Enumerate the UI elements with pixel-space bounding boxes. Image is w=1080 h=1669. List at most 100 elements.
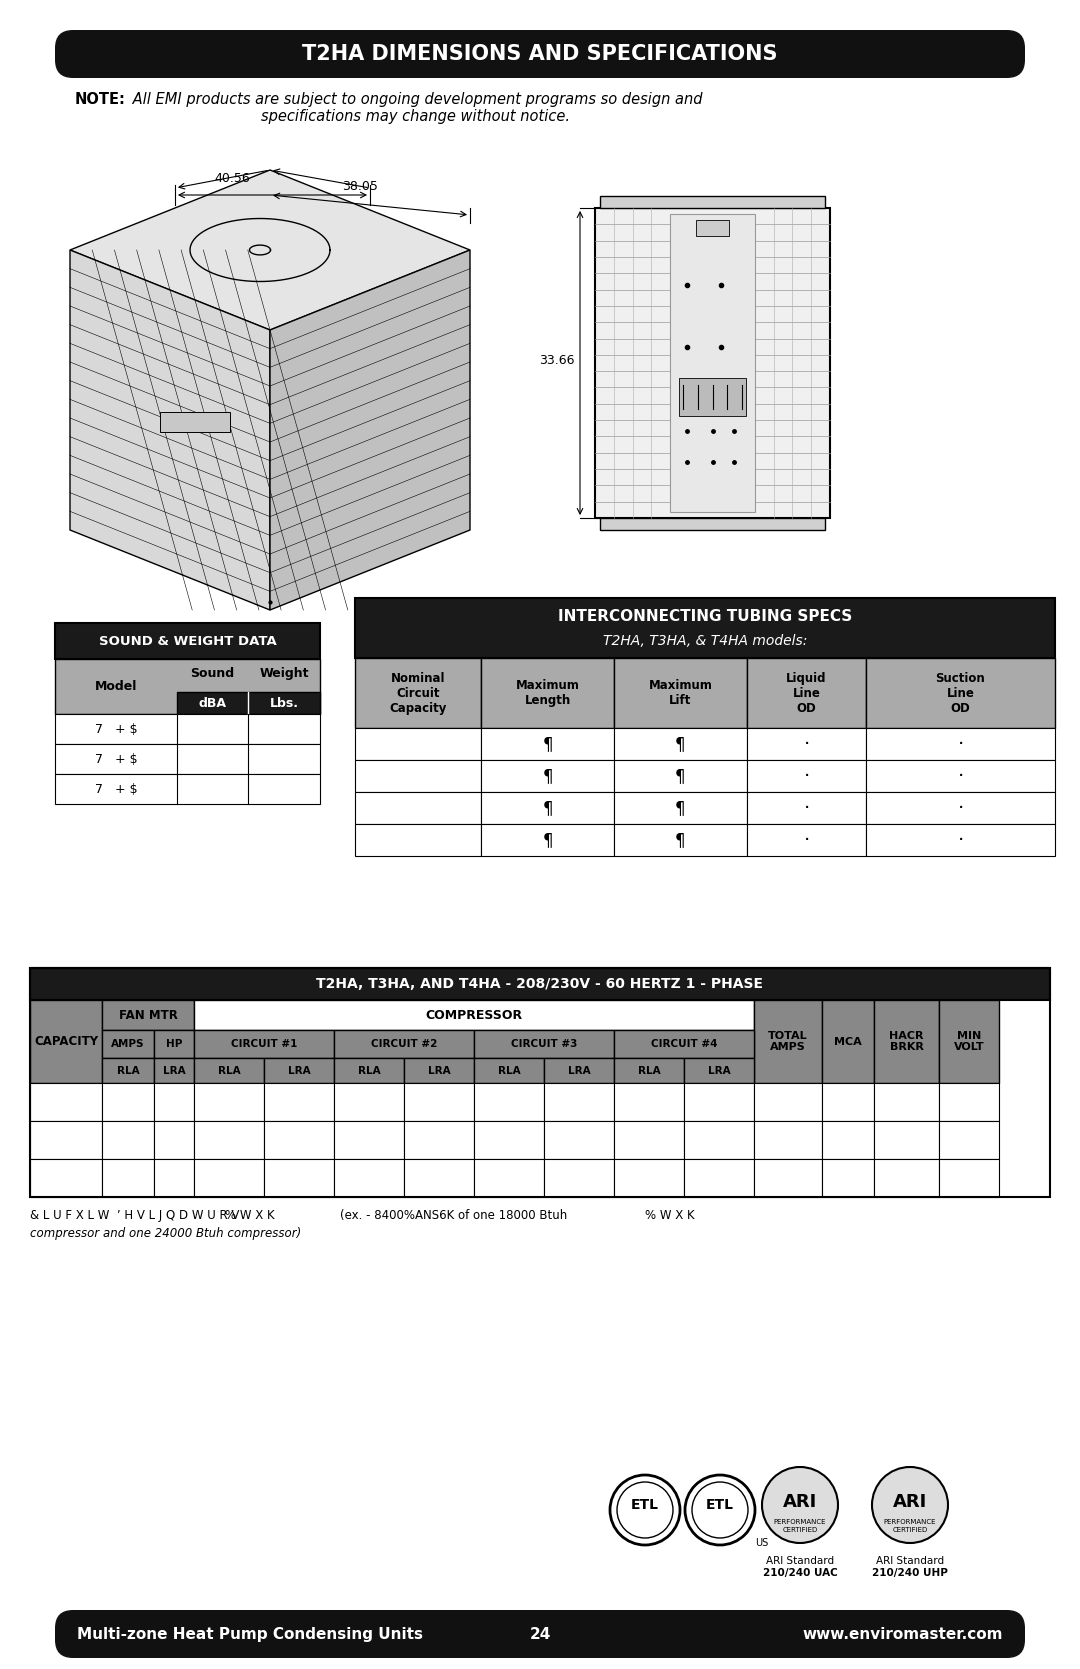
Bar (404, 1083, 474, 1122)
Text: Suction
Line
OD: Suction Line OD (935, 671, 985, 714)
Bar (481, 793, 615, 824)
Bar (595, 209, 831, 517)
Text: ·: · (804, 798, 810, 818)
Bar (30, 968, 1050, 1197)
Text: Model: Model (95, 679, 137, 693)
Text: INTERCONNECTING TUBING SPECS: INTERCONNECTING TUBING SPECS (558, 609, 852, 624)
Text: AMPS: AMPS (111, 1040, 145, 1050)
Bar (600, 517, 825, 531)
Bar (102, 1000, 194, 1030)
Text: ARI: ARI (783, 1494, 818, 1510)
Text: RLA: RLA (117, 1065, 139, 1075)
Text: Maximum
Length: Maximum Length (515, 679, 580, 708)
Bar (866, 658, 1055, 728)
Text: ¶: ¶ (675, 799, 686, 818)
Bar (600, 195, 825, 209)
Bar (194, 1083, 264, 1122)
Bar (355, 824, 481, 856)
Text: ¶: ¶ (675, 734, 686, 753)
Circle shape (610, 1475, 680, 1545)
Bar (615, 824, 747, 856)
Circle shape (872, 1467, 948, 1544)
Bar (544, 1158, 615, 1197)
Text: CIRCUIT #3: CIRCUIT #3 (511, 1040, 577, 1050)
Bar (474, 1158, 544, 1197)
Text: (ex. - 8400%ANS6K of one 18000 Btuh: (ex. - 8400%ANS6K of one 18000 Btuh (340, 1208, 567, 1222)
Bar (160, 412, 230, 432)
Text: www.enviromaster.com: www.enviromaster.com (802, 1627, 1003, 1642)
Text: ·: · (957, 831, 963, 850)
Bar (355, 759, 481, 793)
Text: US: US (755, 1539, 768, 1549)
Text: ETL: ETL (631, 1499, 659, 1512)
Bar (684, 1083, 754, 1122)
Text: T2HA, T3HA, & T4HA models:: T2HA, T3HA, & T4HA models: (603, 634, 807, 648)
Text: LRA: LRA (163, 1065, 186, 1075)
Text: ·: · (804, 831, 810, 850)
Text: % W X K: % W X K (645, 1208, 694, 1222)
Bar (481, 728, 615, 759)
Bar (615, 1058, 684, 1083)
Bar (355, 728, 481, 759)
Text: ARI: ARI (893, 1494, 927, 1510)
Bar (102, 1158, 154, 1197)
Bar (822, 1000, 874, 1083)
Bar (754, 1122, 822, 1158)
Text: dBA: dBA (199, 696, 227, 709)
Text: ¶: ¶ (542, 799, 553, 818)
Bar (474, 1058, 544, 1083)
Text: ¶: ¶ (542, 768, 553, 784)
Bar (30, 968, 1050, 1000)
Bar (55, 623, 320, 659)
Bar (355, 793, 481, 824)
Text: ·: · (957, 766, 963, 786)
Text: % W X K: % W X K (225, 1208, 274, 1222)
Bar (102, 1122, 154, 1158)
Bar (154, 1158, 194, 1197)
Text: ETL: ETL (706, 1499, 734, 1512)
Text: LRA: LRA (568, 1065, 591, 1075)
Text: ¶: ¶ (542, 734, 553, 753)
Bar (615, 1122, 684, 1158)
Bar (747, 824, 866, 856)
Text: TOTAL
AMPS: TOTAL AMPS (768, 1031, 808, 1051)
Text: ·: · (957, 734, 963, 753)
FancyBboxPatch shape (55, 1611, 1025, 1657)
Bar (404, 1122, 474, 1158)
Text: RLA: RLA (637, 1065, 660, 1075)
Text: Multi-zone Heat Pump Condensing Units: Multi-zone Heat Pump Condensing Units (77, 1627, 423, 1642)
Text: PERFORMANCE: PERFORMANCE (883, 1519, 936, 1525)
Text: LRA: LRA (428, 1065, 450, 1075)
Bar (866, 824, 1055, 856)
Bar (334, 1158, 404, 1197)
Bar (481, 824, 615, 856)
Text: CERTIFIED: CERTIFIED (782, 1527, 818, 1534)
Bar (544, 1058, 615, 1083)
Text: Weight: Weight (259, 668, 309, 679)
Polygon shape (70, 250, 270, 609)
Text: T2HA, T3HA, AND T4HA - 208/230V - 60 HERTZ 1 - PHASE: T2HA, T3HA, AND T4HA - 208/230V - 60 HER… (316, 976, 764, 991)
Bar (55, 659, 320, 714)
Text: 7   + $: 7 + $ (95, 783, 137, 796)
Bar (334, 1122, 404, 1158)
Bar (874, 1122, 939, 1158)
Bar (615, 1083, 684, 1122)
Bar (939, 1122, 999, 1158)
Bar (30, 1000, 102, 1083)
Bar (154, 1030, 194, 1058)
Text: PERFORMANCE: PERFORMANCE (773, 1519, 826, 1525)
Bar (747, 759, 866, 793)
Bar (264, 1122, 334, 1158)
Bar (334, 1030, 474, 1058)
Bar (822, 1158, 874, 1197)
Text: ¶: ¶ (675, 831, 686, 850)
Bar (684, 1158, 754, 1197)
Bar (684, 1122, 754, 1158)
Bar (822, 1122, 874, 1158)
Text: ·: · (804, 734, 810, 753)
Text: CIRCUIT #2: CIRCUIT #2 (370, 1040, 437, 1050)
Text: LRA: LRA (707, 1065, 730, 1075)
Bar (939, 1083, 999, 1122)
Bar (866, 728, 1055, 759)
Text: FAN MTR: FAN MTR (119, 1008, 177, 1021)
